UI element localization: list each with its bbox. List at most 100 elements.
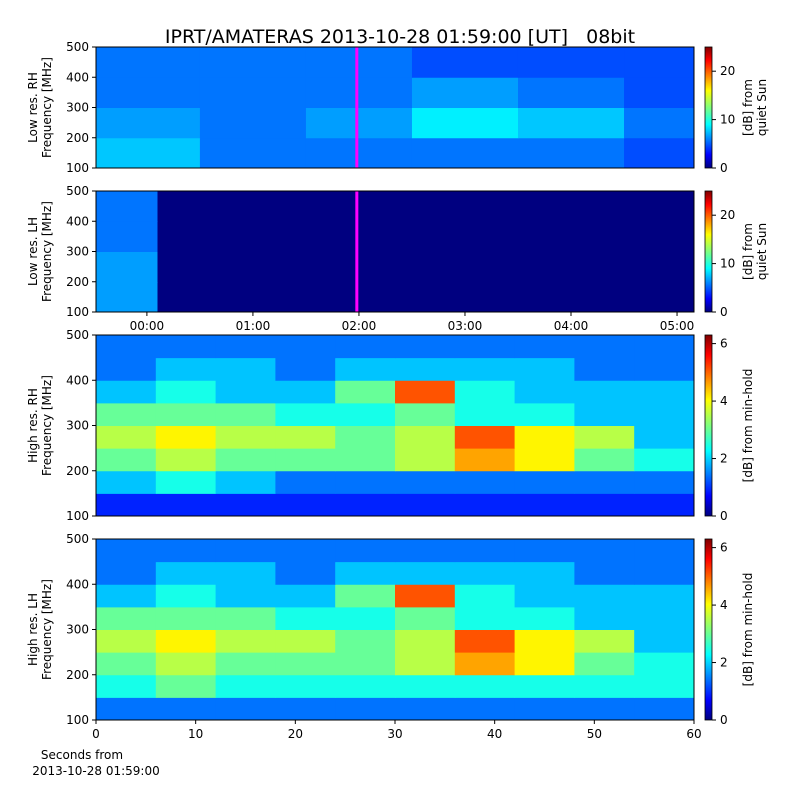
- heatmap-cell: [514, 425, 575, 449]
- time-marker: [355, 47, 359, 168]
- x-axis-label: 2013-10-28 01:59:00: [32, 764, 159, 778]
- heatmap-cell: [624, 47, 695, 78]
- heatmap-cell: [454, 493, 516, 517]
- y-tick-label: 500: [66, 40, 89, 54]
- y-axis-label: Frequency [MHz]: [40, 579, 54, 680]
- heatmap-cell: [335, 335, 396, 359]
- heatmap-cell: [634, 561, 695, 585]
- heatmap-cell: [514, 629, 575, 653]
- heatmap-cell: [574, 584, 635, 608]
- heatmap-cell: [574, 493, 635, 517]
- heatmap-cell: [514, 402, 575, 426]
- x-tick-label: 05:00: [660, 319, 695, 333]
- heatmap-cell: [514, 561, 575, 585]
- heatmap-cell: [335, 402, 396, 426]
- heatmap-cell: [215, 448, 276, 472]
- y-axis-label: Frequency [MHz]: [40, 201, 54, 302]
- heatmap-cell: [634, 380, 695, 404]
- colorbar-label: [dB] from min-hold: [741, 573, 755, 687]
- heatmap-cell: [335, 606, 396, 630]
- figure-title: IPRT/AMATERAS 2013-10-28 01:59:00 [UT] 0…: [165, 26, 635, 48]
- heatmap-cell: [275, 539, 336, 563]
- heatmap-cell: [96, 251, 158, 283]
- heatmap-cell: [155, 470, 217, 494]
- x-axis-label: Seconds from: [41, 748, 123, 762]
- x-tick-label: 04:00: [554, 319, 589, 333]
- heatmap-cell: [411, 77, 519, 108]
- heatmap-cell: [335, 697, 396, 721]
- heatmap-cell: [155, 402, 217, 426]
- colorbar-label: quiet Sun: [755, 79, 769, 136]
- time-marker: [355, 191, 359, 312]
- x-tick-label: 60: [686, 727, 701, 741]
- y-tick-label: 400: [66, 577, 89, 591]
- y-axis-label: High res. RH: [26, 388, 40, 463]
- heatmap-cell: [215, 561, 276, 585]
- heatmap-cell: [96, 470, 157, 494]
- heatmap-cell: [634, 697, 695, 721]
- heatmap-cell: [634, 629, 695, 653]
- heatmap-cell: [634, 584, 695, 608]
- heatmap-cell: [574, 402, 635, 426]
- heatmap-cell: [96, 493, 157, 517]
- heatmap-cell: [514, 674, 575, 698]
- heatmap-cell: [215, 584, 276, 608]
- heatmap-cell: [157, 191, 695, 222]
- heatmap-cell: [454, 629, 516, 653]
- y-axis-label: Low res. RH: [26, 72, 40, 143]
- heatmap-cell: [395, 425, 456, 449]
- heatmap-cell: [395, 629, 456, 653]
- heatmap-cell: [96, 402, 157, 426]
- heatmap-cell: [454, 584, 516, 608]
- y-tick-label: 300: [66, 101, 89, 115]
- heatmap-cell: [335, 448, 396, 472]
- colorbar: [704, 334, 713, 517]
- heatmap-cell: [215, 402, 276, 426]
- colorbar-tick-label: 2: [720, 452, 728, 466]
- heatmap-cell: [514, 493, 575, 517]
- y-axis-label: High res. LH: [26, 593, 40, 666]
- y-tick-label: 200: [66, 131, 89, 145]
- heatmap-cell: [514, 470, 575, 494]
- heatmap-cell: [514, 380, 575, 404]
- heatmap-cell: [275, 561, 336, 585]
- heatmap-cell: [96, 652, 157, 676]
- heatmap-cell: [395, 380, 456, 404]
- heatmap-cell: [335, 380, 396, 404]
- heatmap-cell: [275, 697, 336, 721]
- heatmap-cell: [96, 357, 157, 381]
- y-tick-label: 300: [66, 245, 89, 259]
- heatmap-cell: [395, 561, 456, 585]
- heatmap-cell: [574, 561, 635, 585]
- heatmap-cell: [155, 584, 217, 608]
- colorbar-tick-label: 20: [720, 208, 735, 222]
- y-tick-label: 300: [66, 419, 89, 433]
- heatmap-cell: [514, 584, 575, 608]
- heatmap-cell: [275, 629, 336, 653]
- heatmap-cell: [335, 629, 396, 653]
- heatmap-cell: [634, 606, 695, 630]
- heatmap-cell: [275, 606, 336, 630]
- heatmap-cell: [96, 335, 157, 359]
- y-tick-label: 300: [66, 623, 89, 637]
- heatmap-cell: [574, 380, 635, 404]
- heatmap-cell: [395, 539, 456, 563]
- heatmap-cell: [514, 335, 575, 359]
- heatmap-cell: [275, 470, 336, 494]
- heatmap-cell: [335, 470, 396, 494]
- heatmap-cell: [155, 674, 217, 698]
- heatmap-cell: [395, 335, 456, 359]
- heatmap-cell: [155, 652, 217, 676]
- heatmap-cell: [155, 448, 217, 472]
- heatmap-cell: [395, 652, 456, 676]
- heatmap-cell: [335, 674, 396, 698]
- y-tick-label: 100: [66, 509, 89, 523]
- heatmap-cell: [96, 539, 157, 563]
- heatmap-cell: [454, 652, 516, 676]
- heatmap-cell: [335, 561, 396, 585]
- x-tick-label: 20: [288, 727, 303, 741]
- y-tick-label: 500: [66, 184, 89, 198]
- colorbar-tick-label: 4: [720, 394, 728, 408]
- heatmap-cell: [574, 539, 635, 563]
- colorbar-tick-label: 10: [720, 113, 735, 127]
